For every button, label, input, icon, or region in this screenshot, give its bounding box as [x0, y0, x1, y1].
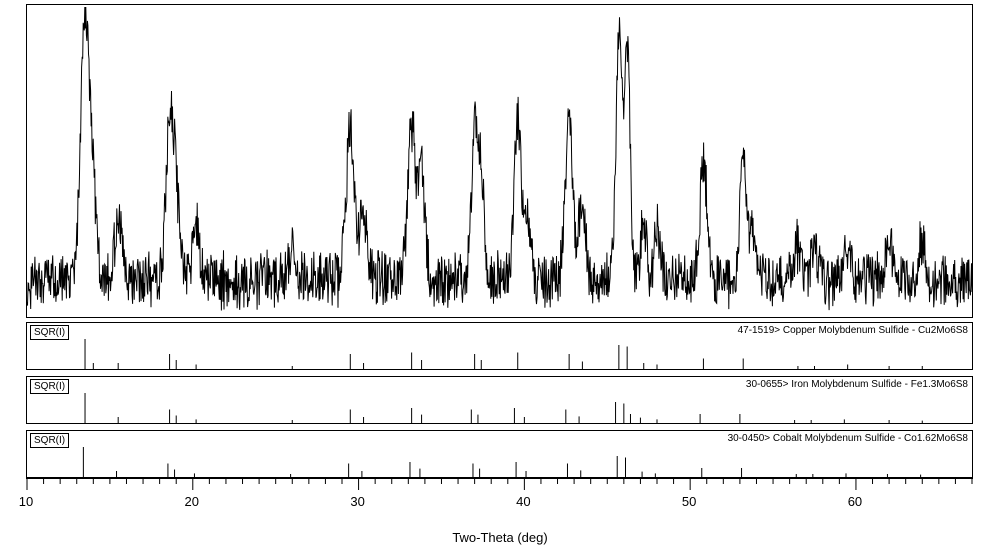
- x-tick-label: 30: [350, 494, 364, 509]
- reference-label: SQR(I): [30, 325, 69, 340]
- x-tick-label: 10: [19, 494, 33, 509]
- x-tick-label: 20: [185, 494, 199, 509]
- x-axis-label: Two-Theta (deg): [452, 530, 547, 545]
- x-tick-label: 50: [682, 494, 696, 509]
- xrd-chart: SQR(I) 47-1519> Copper Molybdenum Sulfide…: [0, 0, 1000, 549]
- reference-panel: SQR(I) 30-0450> Cobalt Molybdenum Sulfide…: [26, 430, 973, 478]
- reference-panel: SQR(I) 30-0655> Iron Molybdenum Sulfide -…: [26, 376, 973, 424]
- reference-title: 30-0450> Cobalt Molybdenum Sulfide - Co1…: [728, 433, 968, 444]
- reference-label: SQR(I): [30, 379, 69, 394]
- reference-panel: SQR(I) 47-1519> Copper Molybdenum Sulfide…: [26, 322, 973, 370]
- reference-label: SQR(I): [30, 433, 69, 448]
- axis-ticks-svg: [26, 478, 973, 494]
- x-tick-label: 40: [516, 494, 530, 509]
- spectrum-svg: [27, 5, 972, 317]
- x-tick-label: 60: [848, 494, 862, 509]
- main-plot-panel: [26, 4, 973, 318]
- reference-title: 30-0655> Iron Molybdenum Sulfide - Fe1.3…: [746, 379, 968, 390]
- reference-title: 47-1519> Copper Molybdenum Sulfide - Cu2…: [738, 325, 968, 336]
